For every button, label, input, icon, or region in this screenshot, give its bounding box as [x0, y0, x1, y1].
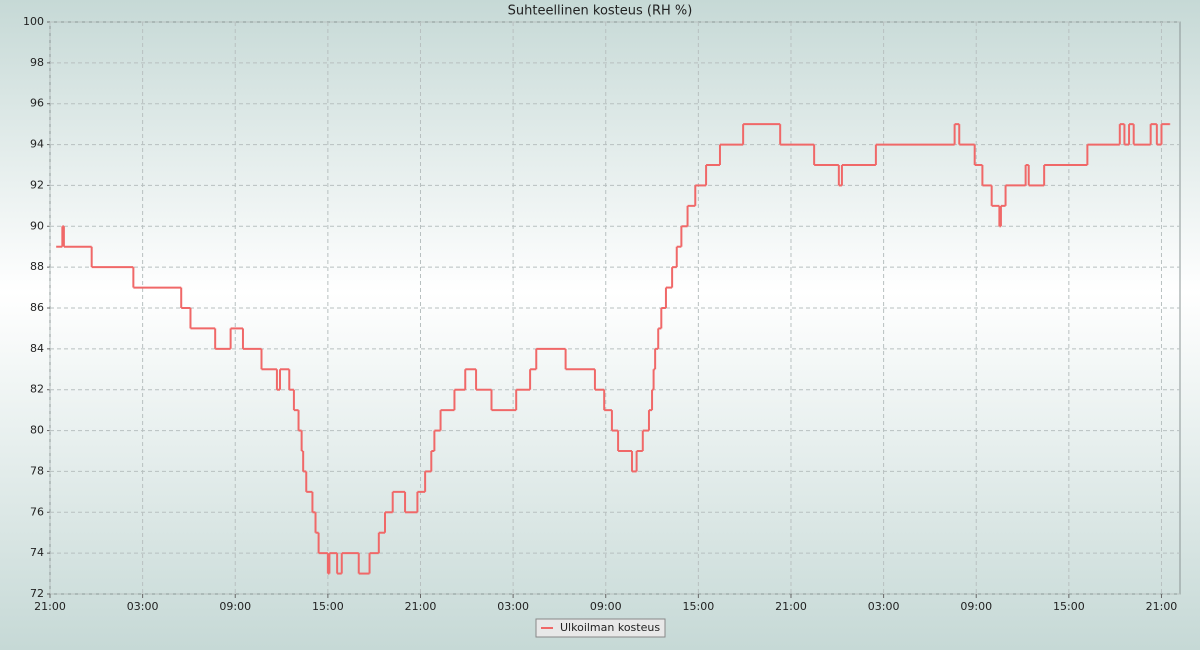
x-tick-label: 09:00	[590, 600, 622, 613]
x-tick-label: 03:00	[127, 600, 159, 613]
y-tick-label: 84	[30, 342, 44, 355]
x-tick-label: 03:00	[497, 600, 529, 613]
legend-label: Ulkoilman kosteus	[560, 621, 660, 634]
chart-title: Suhteellinen kosteus (RH %)	[508, 4, 693, 19]
x-tick-label: 21:00	[775, 600, 807, 613]
x-tick-label: 15:00	[683, 600, 715, 613]
y-tick-label: 98	[30, 56, 44, 69]
y-tick-label: 80	[30, 424, 44, 437]
y-tick-label: 94	[30, 138, 44, 151]
y-tick-label: 92	[30, 178, 44, 191]
x-tick-label: 09:00	[960, 600, 992, 613]
x-tick-label: 09:00	[219, 600, 251, 613]
x-tick-label: 21:00	[34, 600, 66, 613]
x-tick-label: 15:00	[1053, 600, 1085, 613]
x-tick-label: 21:00	[405, 600, 437, 613]
y-tick-label: 86	[30, 301, 44, 314]
y-tick-label: 96	[30, 97, 44, 110]
x-tick-label: 21:00	[1146, 600, 1178, 613]
y-tick-label: 78	[30, 464, 44, 477]
y-tick-label: 72	[30, 587, 44, 600]
y-tick-label: 88	[30, 260, 44, 273]
y-tick-label: 100	[23, 15, 44, 28]
legend-box	[535, 618, 666, 638]
y-tick-label: 74	[30, 546, 44, 559]
y-tick-label: 82	[30, 383, 44, 396]
y-tick-label: 76	[30, 505, 44, 518]
x-tick-label: 15:00	[312, 600, 344, 613]
y-tick-label: 90	[30, 219, 44, 232]
x-tick-label: 03:00	[868, 600, 900, 613]
